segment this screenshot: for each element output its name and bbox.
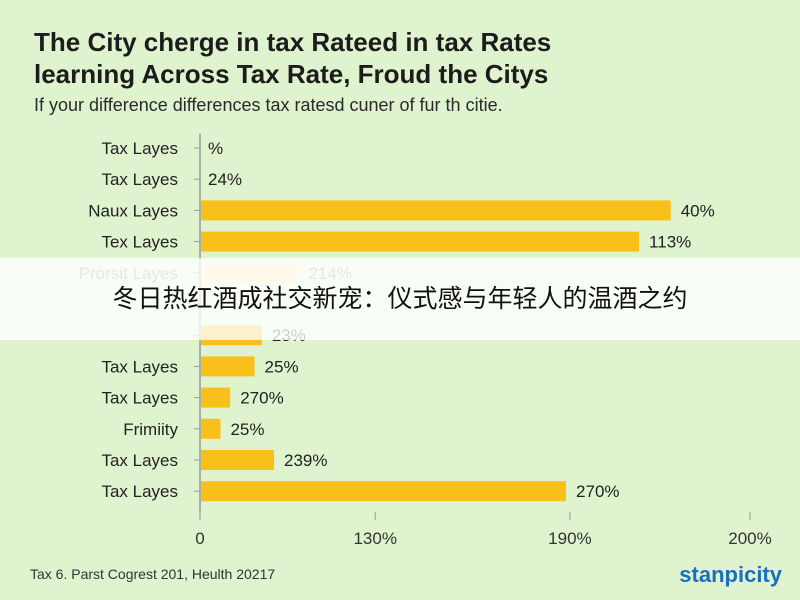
x-tick-label: 190% [548, 529, 591, 548]
chart-title-line-1: The City cherge in tax Rateed in tax Rat… [34, 27, 552, 57]
data-label: 270% [240, 389, 283, 408]
chart-title-line-2: learning Across Tax Rate, Froud the City… [34, 59, 549, 89]
category-label: Tax Layes [101, 139, 178, 158]
x-tick-label: 200% [728, 529, 771, 548]
chart-subtitle: If your difference differences tax rates… [34, 95, 503, 115]
source-note: Tax 6. Parst Cogrest 201, Heulth 20217 [30, 566, 276, 582]
chart-title: The City cherge in tax Rateed in tax Rat… [34, 26, 784, 90]
bar [201, 356, 255, 377]
data-label: 239% [284, 451, 327, 470]
bar [201, 418, 221, 439]
category-label: Frimiity [123, 420, 178, 439]
x-tick-label: 0 [195, 529, 204, 548]
data-label: 113% [649, 233, 691, 252]
category-label: Naux Layes [88, 201, 178, 220]
category-label: Tax Layes [101, 389, 178, 408]
caption-banner [0, 258, 800, 340]
category-label: Tex Layes [101, 233, 178, 252]
caption-banner-text: 冬日热红酒成社交新宠：仪式感与年轻人的温酒之约 [112, 284, 688, 313]
data-label: 40% [681, 201, 715, 220]
data-label: 24% [208, 170, 242, 189]
data-label: 25% [265, 357, 299, 376]
data-label: 270% [576, 482, 619, 501]
bar [201, 450, 275, 470]
category-label: Tax Layes [101, 451, 178, 470]
brand-logo: stanpicity [679, 562, 782, 587]
bar [201, 200, 671, 221]
data-label: 25% [230, 420, 264, 439]
category-label: Tax Layes [101, 357, 178, 376]
data-label: % [208, 139, 223, 158]
category-label: Tax Layes [101, 170, 178, 189]
x-tick-label: 130% [353, 529, 396, 548]
bar [201, 231, 640, 252]
bar [201, 481, 567, 502]
bar [201, 387, 231, 408]
category-label: Tax Layes [101, 482, 178, 501]
